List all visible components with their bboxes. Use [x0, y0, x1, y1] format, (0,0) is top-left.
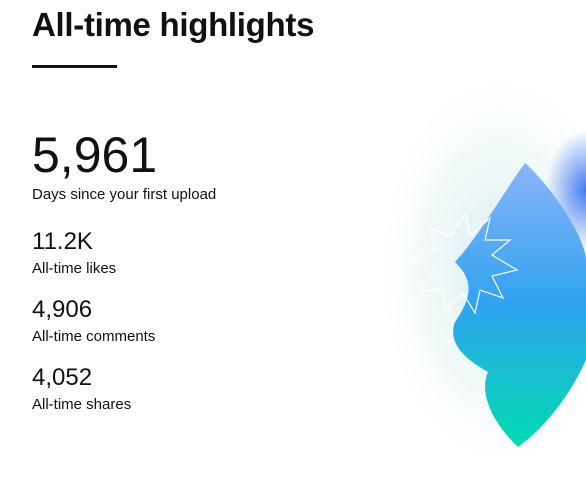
- stat-value: 11.2K: [32, 228, 93, 255]
- stat: 11.2K All-time likes: [32, 228, 116, 278]
- title-underline: [32, 65, 117, 68]
- stat: 5,961 Days since your first upload: [32, 128, 216, 204]
- title: All-time highlights: [32, 6, 315, 43]
- stat-label: Days since your first upload: [32, 186, 217, 203]
- stat-label: All-time likes: [32, 260, 117, 277]
- stat-label: All-time comments: [32, 328, 156, 345]
- stat: 4,052 All-time shares: [32, 364, 131, 414]
- stat: 4,906 All-time comments: [32, 296, 155, 346]
- starburst: [412, 212, 519, 315]
- stat-value: 4,906: [32, 296, 93, 323]
- stat-value: 4,052: [32, 364, 93, 391]
- stat-label: All-time shares: [32, 396, 132, 413]
- stat-value: 5,961: [32, 127, 158, 183]
